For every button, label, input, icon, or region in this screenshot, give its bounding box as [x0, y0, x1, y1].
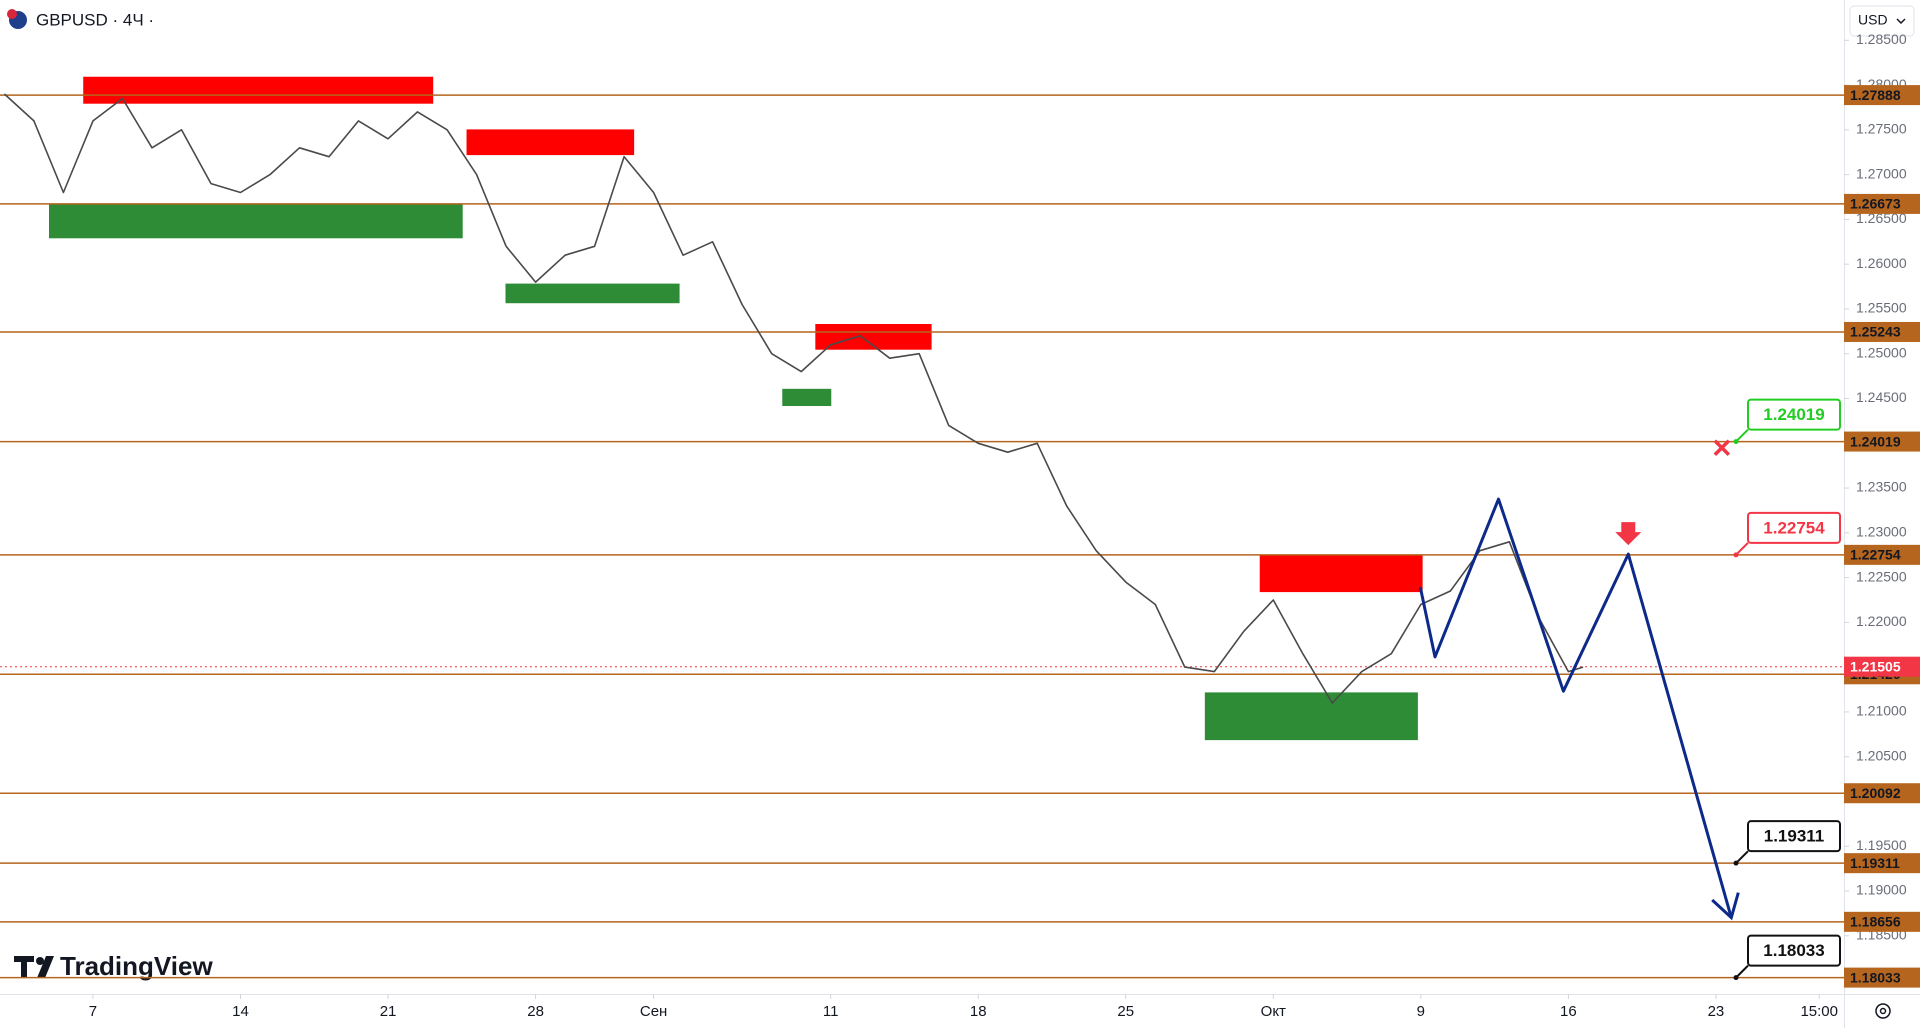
logo-mark: [36, 957, 44, 965]
level-label: 1.20092: [1850, 785, 1901, 801]
zone: [1259, 555, 1423, 593]
x-tick-label: 9: [1417, 1003, 1425, 1020]
y-tick-label: 1.27000: [1856, 165, 1907, 181]
y-tick-label: 1.26500: [1856, 210, 1907, 226]
x-tick-label: 28: [527, 1003, 544, 1020]
level-label: 1.25243: [1850, 324, 1901, 340]
price-callout: 1.19311: [1733, 820, 1841, 866]
currency-selector[interactable]: USD: [1849, 5, 1915, 37]
x-tick-label: 14: [232, 1003, 249, 1020]
y-tick-label: 1.25500: [1856, 300, 1907, 316]
last-price-label: 1.21505: [1850, 658, 1901, 674]
y-tick-label: 1.21000: [1856, 703, 1907, 719]
callout-box: [1746, 820, 1841, 853]
arrow-head: [1711, 892, 1740, 921]
y-tick-label: 1.20500: [1856, 747, 1907, 763]
flag-icon: [7, 9, 17, 19]
logo: TradingView: [14, 951, 213, 981]
x-tick-label: 7: [89, 1003, 97, 1020]
level-label: 1.26673: [1850, 196, 1901, 212]
symbol-header[interactable]: GBPUSD · 4Ч ·: [7, 9, 154, 29]
zone: [83, 76, 434, 104]
level-label-bg: [1844, 853, 1920, 874]
x-tick-label: Сен: [640, 1003, 667, 1020]
x-tick-label: 23: [1708, 1003, 1725, 1020]
callout-box: [1746, 398, 1841, 431]
x-tick-label: 25: [1117, 1003, 1134, 1020]
y-tick-label: 1.28500: [1856, 31, 1907, 47]
level-label-bg: [1844, 321, 1920, 342]
callout-connector: [1735, 542, 1749, 556]
settings-icon[interactable]: [1875, 1003, 1891, 1019]
symbol-title: GBPUSD · 4Ч ·: [36, 10, 154, 29]
callout-connector: [1735, 964, 1749, 979]
sell-arrow: [1615, 522, 1642, 546]
level-label: 1.24019: [1850, 433, 1901, 449]
callout-label: 1.22754: [1763, 518, 1825, 537]
zone: [782, 388, 832, 407]
level-label: 1.19311: [1850, 855, 1900, 871]
callout-label: 1.18033: [1763, 941, 1824, 960]
x-tick-label: 15:00: [1800, 1003, 1838, 1020]
level-label-bg: [1844, 431, 1920, 452]
y-tick-label: 1.22000: [1856, 613, 1907, 629]
level-label-bg: [1844, 783, 1920, 804]
callout-connector: [1735, 850, 1749, 864]
logo-mark: [37, 956, 54, 978]
y-tick-label: 1.22500: [1856, 568, 1907, 584]
y-tick-label: 1.24500: [1856, 389, 1907, 405]
level-label: 1.18656: [1850, 914, 1901, 930]
currency-label: USD: [1858, 12, 1888, 28]
callout-box: [1746, 934, 1841, 967]
price-callout: 1.18033: [1733, 934, 1841, 981]
x-tick-label: 18: [970, 1003, 987, 1020]
callout-connector: [1735, 428, 1749, 443]
y-tick-label: 1.27500: [1856, 121, 1907, 137]
y-tick-label: 1.26000: [1856, 255, 1907, 271]
y-tick-label: 1.23000: [1856, 524, 1907, 540]
last-price-bg: [1844, 656, 1920, 677]
level-label-bg: [1844, 544, 1920, 565]
settings-gear: [1879, 1007, 1887, 1015]
logo-mark: [14, 956, 34, 978]
x-tick-label: 16: [1560, 1003, 1577, 1020]
level-label: 1.22754: [1850, 547, 1901, 563]
x-tick-label: 21: [380, 1003, 397, 1020]
currency-button[interactable]: [1849, 5, 1915, 37]
y-tick-label: 1.23500: [1856, 479, 1907, 495]
zone: [466, 129, 635, 156]
logo-text: TradingView: [60, 951, 213, 981]
x-tick-label: 11: [823, 1003, 839, 1020]
cancel-mark: [1713, 439, 1731, 456]
level-label-bg: [1844, 911, 1920, 932]
level-label: 1.18033: [1850, 969, 1901, 985]
level-label: 1.27888: [1850, 87, 1901, 103]
callout-box: [1746, 511, 1841, 544]
level-label-bg: [1844, 193, 1920, 214]
level-label-bg: [1844, 967, 1920, 988]
y-tick-label: 1.25000: [1856, 344, 1907, 360]
settings-gear[interactable]: [1875, 1003, 1891, 1019]
y-tick-label: 1.19000: [1856, 882, 1907, 898]
zone: [505, 283, 680, 304]
plot-area: [0, 76, 1844, 979]
chevron: [1896, 18, 1906, 25]
zone: [1204, 692, 1418, 741]
callout-label: 1.19311: [1764, 827, 1825, 846]
y-tick-label: 1.19500: [1856, 837, 1907, 853]
callout-label: 1.24019: [1763, 405, 1824, 424]
level-label-bg: [1844, 85, 1920, 106]
price-callout: 1.24019: [1733, 398, 1841, 445]
zone: [48, 204, 463, 239]
x-tick-label: Окт: [1261, 1003, 1286, 1020]
price-callout: 1.22754: [1733, 511, 1841, 558]
projection-line: [1418, 497, 1733, 919]
price-line: [3, 93, 1584, 704]
